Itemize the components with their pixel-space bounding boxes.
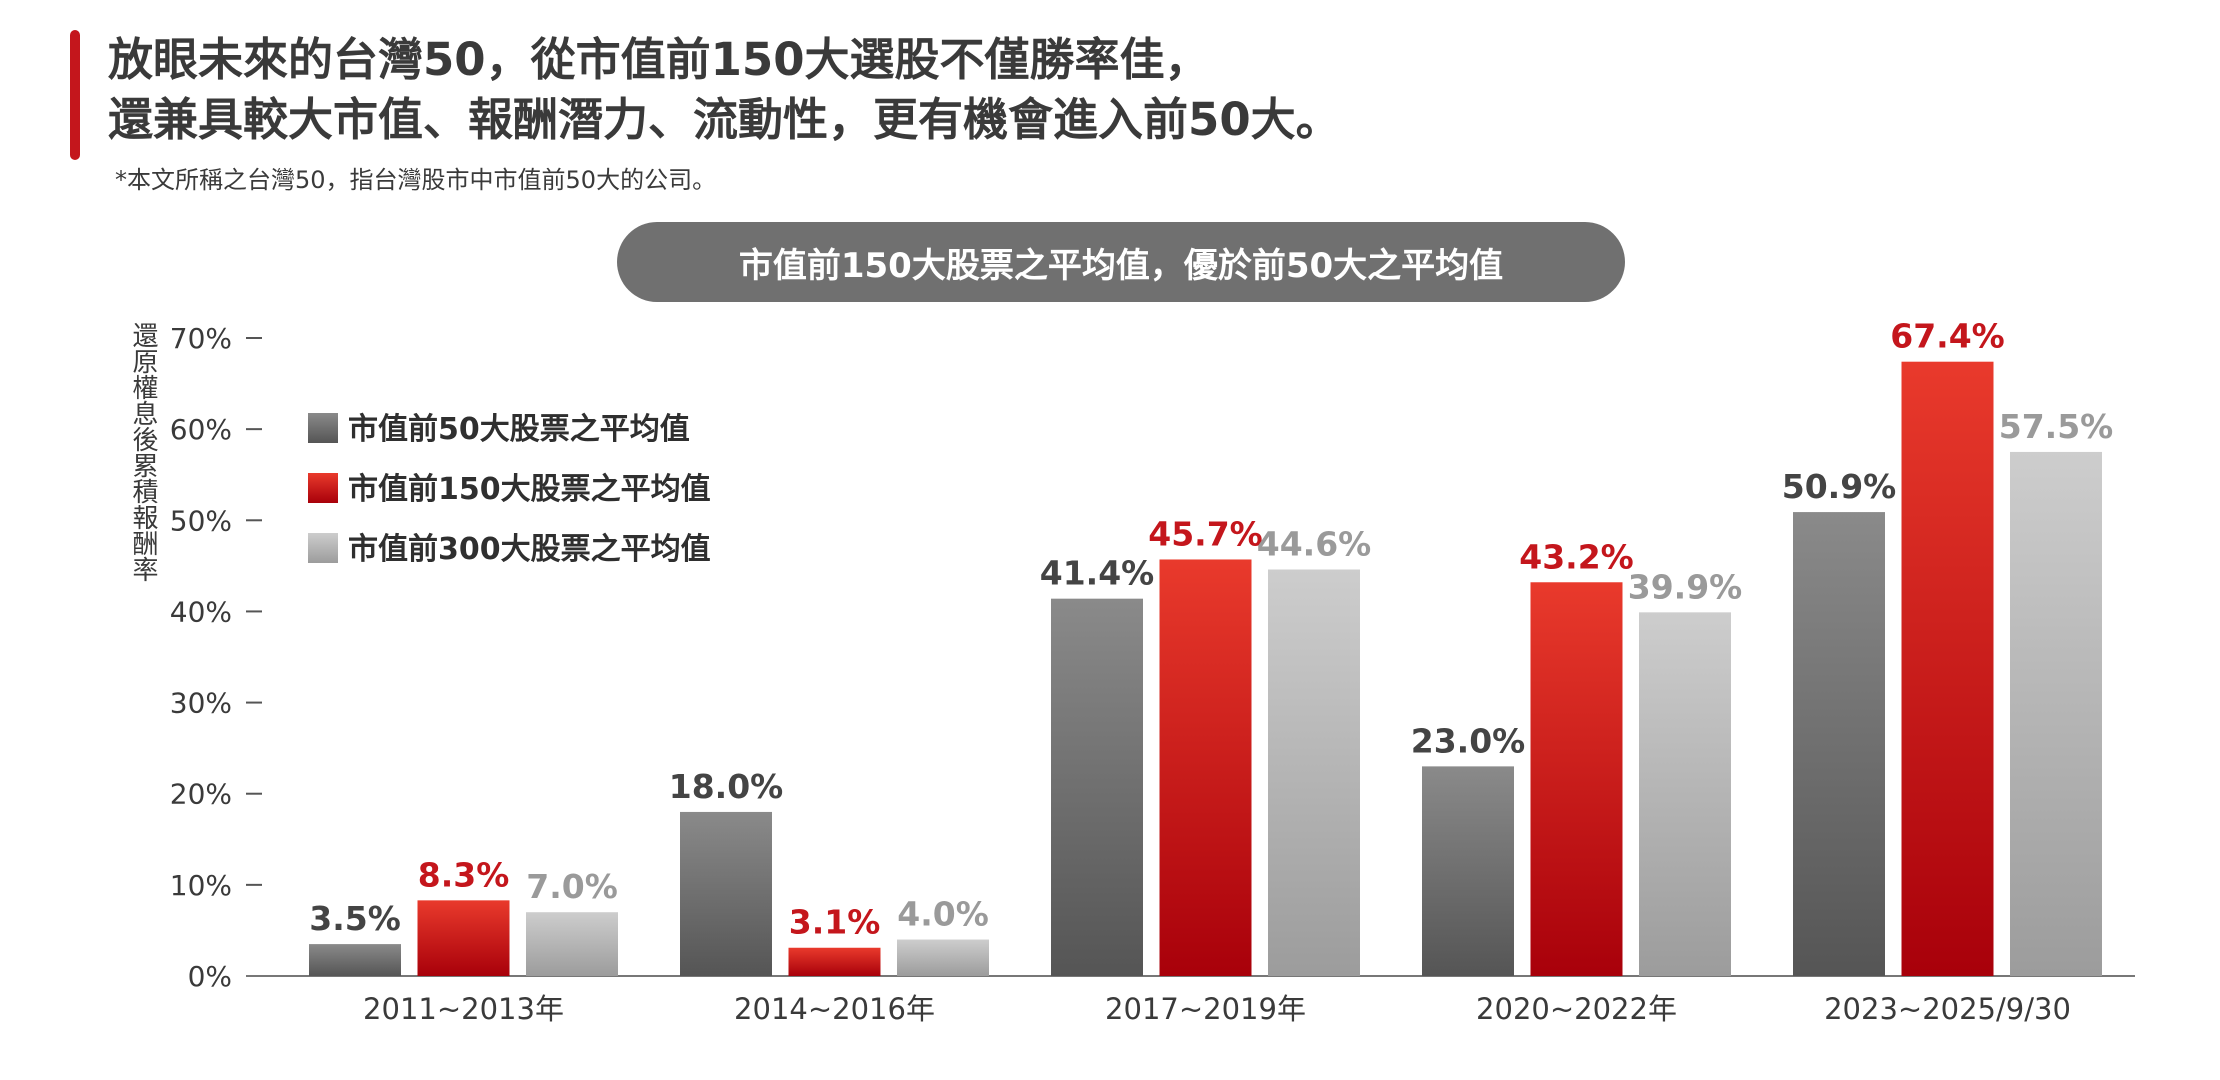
y-tick-label: 30% <box>170 687 232 720</box>
bar <box>2010 451 2102 976</box>
chart-title: 市值前150大股票之平均值，優於前50大之平均值 <box>617 222 1625 302</box>
y-tick-label: 60% <box>170 413 232 446</box>
data-label: 23.0% <box>1411 721 1526 760</box>
legend-label: 市值前150大股票之平均值 <box>348 472 711 507</box>
bar <box>788 947 881 976</box>
x-tick-label: 2020~2022年 <box>1476 992 1677 1026</box>
data-label: 41.4% <box>1040 554 1155 593</box>
bar <box>1051 598 1143 976</box>
bar <box>680 811 772 976</box>
bars: 3.5% 8.3% 7.0% 18.0% 3.1% 4.0% 41.4%45.7%44.6%… <box>309 317 2113 976</box>
bar <box>309 944 401 976</box>
data-label: 50.9% <box>1782 467 1897 506</box>
bar <box>1422 766 1514 976</box>
data-label: 4.0% <box>897 895 989 934</box>
accent-bar <box>70 30 80 160</box>
data-label: 44.6% <box>1257 525 1372 564</box>
y-tick-label: 70% <box>170 322 232 355</box>
y-tick-label: 40% <box>170 595 232 628</box>
title-line-2: 還兼具較大市值、報酬潛力、流動性，更有機會進入前50大。 <box>108 93 1341 146</box>
bar <box>1793 512 1885 976</box>
bar <box>1901 361 1994 976</box>
data-label: 18.0% <box>669 767 784 806</box>
x-tick-label: 2011~2013年 <box>363 992 564 1026</box>
y-tick-label: 0% <box>188 960 232 993</box>
legend-swatch <box>308 413 338 443</box>
data-label: 43.2% <box>1519 537 1634 576</box>
data-label: 67.4% <box>1890 317 2005 356</box>
x-tick-label: 2017~2019年 <box>1105 992 1306 1026</box>
bar <box>1159 559 1252 976</box>
bar <box>1530 582 1623 976</box>
footnote: *本文所稱之台灣50，指台灣股市中市值前50大的公司。 <box>115 166 717 194</box>
y-tick-label: 20% <box>170 778 232 811</box>
data-label: 3.5% <box>309 899 401 938</box>
y-axis-label: 還原權息後累積報酬率 <box>128 322 158 582</box>
y-tick-label: 10% <box>170 869 232 902</box>
x-tick-label: 2014~2016年 <box>734 992 935 1026</box>
bar <box>1639 612 1731 976</box>
title-line-1: 放眼未來的台灣50，從市值前150大選股不僅勝率佳， <box>108 33 1210 86</box>
legend-label: 市值前300大股票之平均值 <box>348 532 711 567</box>
legend-label: 市值前50大股票之平均值 <box>348 412 690 447</box>
bar <box>1268 569 1360 976</box>
x-tick-label: 2023~2025/9/30 <box>1824 992 2071 1026</box>
legend-swatch <box>308 533 338 563</box>
bar <box>417 900 510 976</box>
data-label: 39.9% <box>1628 567 1743 606</box>
data-label: 8.3% <box>418 855 510 894</box>
bar <box>897 939 989 976</box>
data-label: 3.1% <box>789 903 881 942</box>
data-label: 45.7% <box>1148 514 1263 553</box>
legend-swatch <box>308 473 338 503</box>
y-tick-label: 50% <box>170 504 232 537</box>
page-title: 放眼未來的台灣50，從市值前150大選股不僅勝率佳， 還兼具較大市值、報酬潛力、… <box>108 30 1341 150</box>
data-label: 7.0% <box>526 867 618 906</box>
data-label: 57.5% <box>1999 407 2114 446</box>
bar <box>526 912 618 976</box>
